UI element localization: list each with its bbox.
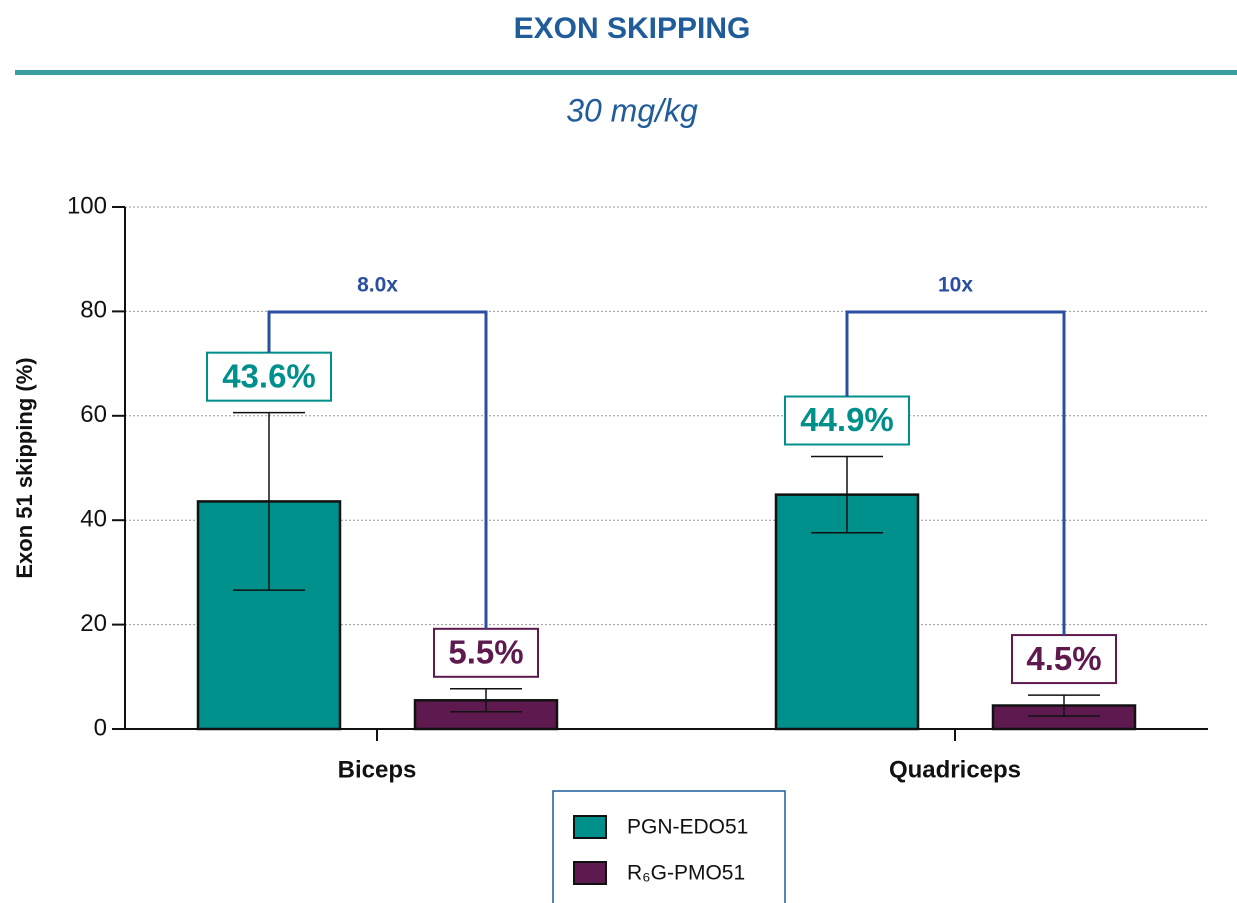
x-tick-label: Biceps xyxy=(338,756,417,783)
bracket xyxy=(267,310,488,629)
legend-swatch xyxy=(573,861,607,885)
annotation: 8.0x xyxy=(357,274,398,297)
value-label-box xyxy=(784,395,910,446)
value-label: 4.5% xyxy=(1026,640,1101,677)
y-tick-label: 80 xyxy=(80,297,107,324)
legend-swatch xyxy=(573,815,607,839)
y-tick-label: 20 xyxy=(80,610,107,637)
chart-subtitle: 30 mg/kg xyxy=(566,92,698,128)
error-bar xyxy=(1028,694,1100,717)
title-rule xyxy=(15,70,1237,75)
value-label: 5.5% xyxy=(448,634,523,671)
y-tick-label: 60 xyxy=(80,401,107,428)
y-tick-label: 100 xyxy=(67,192,107,219)
annotation: 10x xyxy=(938,274,973,297)
legend-label: R₆G-PMO51 xyxy=(627,862,745,885)
error-bar xyxy=(450,688,522,713)
y-tick-label: 40 xyxy=(80,506,107,533)
legend-box xyxy=(552,790,786,903)
error-bar xyxy=(233,411,305,591)
value-label-box xyxy=(206,351,332,402)
y-axis-label: Exon 51 skipping (%) xyxy=(12,357,37,578)
value-label-box xyxy=(1011,634,1117,685)
error-bar xyxy=(811,455,883,534)
x-tick-label: Quadriceps xyxy=(889,756,1021,783)
value-label: 43.6% xyxy=(222,357,316,394)
bracket xyxy=(845,310,1066,636)
value-label: 44.9% xyxy=(800,401,894,438)
legend-label: PGN-EDO51 xyxy=(627,816,748,839)
bar xyxy=(774,493,920,731)
y-tick-label: 0 xyxy=(94,714,107,741)
chart-title: EXON SKIPPING xyxy=(514,12,751,45)
value-label-box xyxy=(433,627,539,678)
